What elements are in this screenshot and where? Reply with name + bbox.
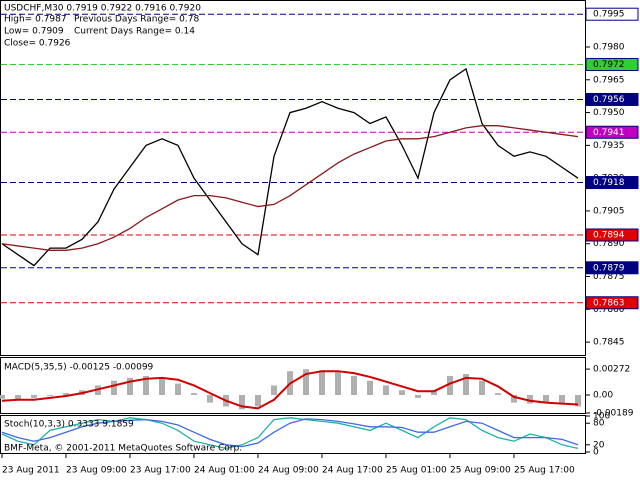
histogram-bar bbox=[111, 380, 117, 395]
y-tick-label: 0.7935 bbox=[593, 141, 625, 151]
level-label: 0.7863 bbox=[593, 298, 625, 308]
histogram-bar bbox=[239, 395, 245, 410]
level-label: 0.7894 bbox=[593, 230, 625, 240]
histogram-bar bbox=[495, 393, 501, 395]
histogram-bar bbox=[463, 374, 469, 395]
level-label: 0.7995 bbox=[593, 10, 625, 20]
histogram-bar bbox=[0, 395, 5, 399]
x-tick-label: 23 Aug 2011 bbox=[2, 466, 60, 476]
level-label: 0.7972 bbox=[593, 60, 625, 70]
x-tick-label: 25 Aug 17:00 bbox=[514, 466, 575, 476]
histogram-bar bbox=[63, 393, 69, 395]
histogram-bar bbox=[543, 395, 549, 403]
y-tick-label: 0.00 bbox=[593, 391, 613, 401]
x-tick-label: 23 Aug 09:00 bbox=[66, 466, 127, 476]
y-tick-label: 0.7890 bbox=[593, 239, 625, 249]
histogram-bar bbox=[399, 390, 405, 395]
histogram-bar bbox=[447, 375, 453, 395]
histogram-bar bbox=[31, 395, 37, 398]
level-label: 0.7941 bbox=[593, 128, 625, 138]
level-box bbox=[585, 57, 639, 71]
histogram-bar bbox=[47, 395, 53, 396]
histogram-bar bbox=[527, 395, 533, 404]
histogram-bar bbox=[559, 395, 565, 405]
histogram-bar bbox=[255, 395, 261, 407]
y-tick-label: 0 bbox=[593, 448, 599, 458]
y-tick-label: 0.7905 bbox=[593, 206, 625, 216]
info-text: Current Days Range= 0.14 bbox=[74, 27, 195, 37]
x-tick-label: 25 Aug 01:00 bbox=[386, 466, 447, 476]
level-box bbox=[585, 125, 639, 139]
price-line bbox=[1, 67, 579, 267]
histogram-bar bbox=[271, 385, 277, 395]
level-box bbox=[585, 7, 639, 21]
histogram-bar bbox=[207, 395, 213, 403]
x-tick-label: 24 Aug 17:00 bbox=[322, 466, 383, 476]
level-box bbox=[585, 296, 639, 310]
histogram-bar bbox=[431, 390, 437, 395]
y-tick-label: 80 bbox=[593, 419, 605, 429]
y-tick-label: 0.7965 bbox=[593, 75, 625, 85]
price-line bbox=[1, 417, 579, 450]
level-label: 0.7879 bbox=[593, 263, 625, 273]
level-box bbox=[585, 92, 639, 106]
histogram-bar bbox=[15, 395, 21, 400]
marks: 0.79800.79650.79500.79350.79200.79050.78… bbox=[0, 7, 639, 476]
signal-line bbox=[1, 370, 579, 410]
info-text: Close= 0.7926 bbox=[4, 39, 71, 49]
price-line bbox=[1, 418, 579, 448]
stoch-panel bbox=[0, 415, 586, 454]
histogram-bar bbox=[383, 385, 389, 395]
y-tick-label: 100 bbox=[593, 412, 610, 422]
histogram-bar bbox=[319, 370, 325, 395]
info-text: Previous Days Range= 0.78 bbox=[74, 15, 199, 25]
histogram-bar bbox=[575, 395, 581, 407]
histogram-bar bbox=[127, 377, 133, 395]
level-box bbox=[585, 228, 639, 242]
histogram-bar bbox=[335, 372, 341, 395]
histogram-bar bbox=[191, 393, 197, 395]
x-tick-label: 24 Aug 09:00 bbox=[258, 466, 319, 476]
y-tick-label: 0.7845 bbox=[593, 338, 625, 348]
level-box bbox=[585, 176, 639, 190]
level-label: 0.7918 bbox=[593, 178, 625, 188]
level-label: 0.7956 bbox=[593, 95, 625, 105]
y-tick-label: 0.7875 bbox=[593, 272, 625, 282]
y-tick-label: 0.7980 bbox=[593, 42, 625, 52]
histogram-bar bbox=[511, 395, 517, 403]
level-box bbox=[585, 261, 639, 275]
chart-title: USDCHF,M30 0.7919 0.7922 0.7916 0.7920 bbox=[4, 4, 201, 14]
x-tick-label: 23 Aug 17:00 bbox=[130, 466, 191, 476]
y-tick-label: -0.00189 bbox=[593, 409, 634, 419]
histogram-bar bbox=[351, 375, 357, 395]
price-line bbox=[1, 125, 579, 251]
macd-title: MACD(5,35,5) -0.00125 -0.00099 bbox=[4, 363, 154, 373]
y-tick-label: 0.00272 bbox=[593, 365, 630, 375]
histogram-bar bbox=[479, 380, 485, 395]
histogram-bar bbox=[159, 377, 165, 395]
histogram-bar bbox=[415, 395, 421, 398]
info-text: High= 0.7987 bbox=[4, 15, 67, 25]
x-tick-label: 25 Aug 09:00 bbox=[450, 466, 511, 476]
macd-panel bbox=[0, 357, 586, 414]
y-tick-label: 20 bbox=[593, 440, 605, 450]
y-tick-label: 0.7950 bbox=[593, 108, 625, 118]
histogram-bar bbox=[367, 380, 373, 395]
info-text: Low= 0.7909 bbox=[4, 27, 64, 37]
copyright: BMF-Meta, © 2001-2011 MetaQuotes Softwar… bbox=[4, 444, 242, 454]
histogram-bar bbox=[143, 375, 149, 395]
histogram-bar bbox=[303, 369, 309, 395]
x-tick-label: 24 Aug 01:00 bbox=[194, 466, 255, 476]
stoch-title: Stoch(10,3,3) 0.3333 9.1859 bbox=[4, 420, 134, 430]
histogram-bar bbox=[175, 383, 181, 395]
y-tick-label: 0.7860 bbox=[593, 305, 625, 315]
